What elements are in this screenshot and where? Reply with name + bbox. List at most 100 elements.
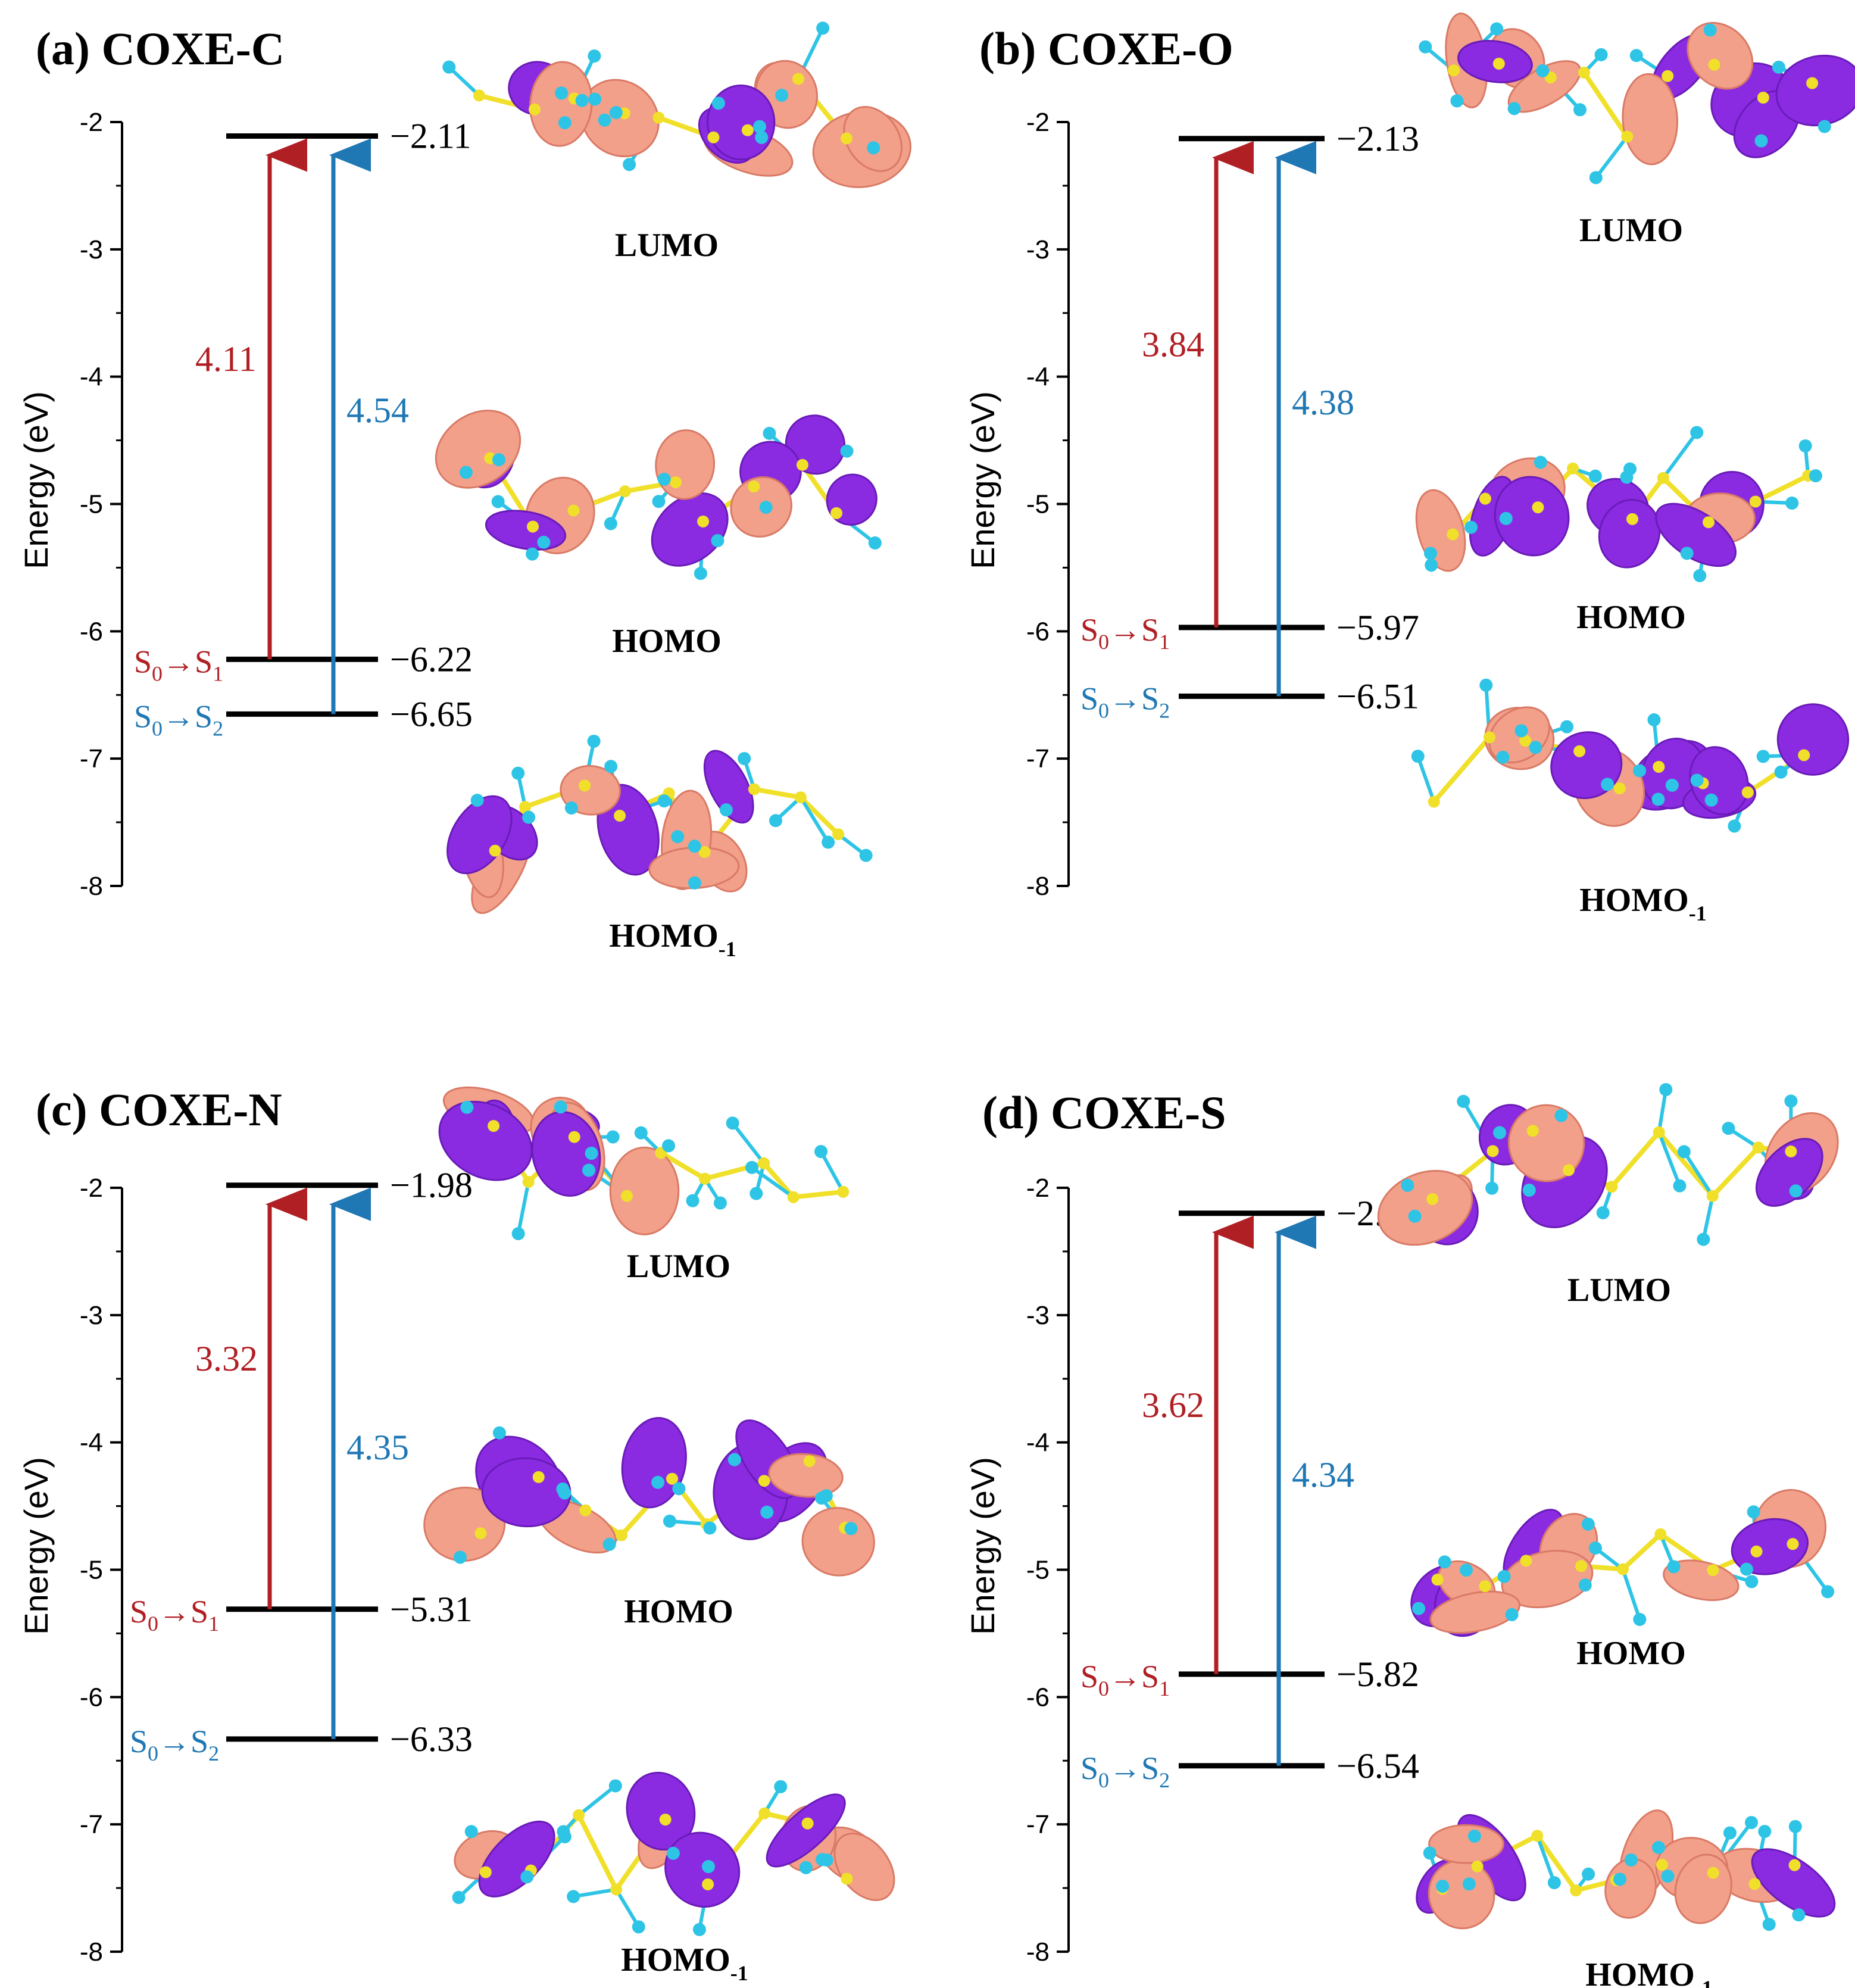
carbon-atom	[527, 520, 539, 533]
orbital-lobe	[621, 1416, 687, 1509]
carbon-atom	[1448, 64, 1460, 77]
excitation-energy-label: 3.32	[195, 1339, 258, 1378]
carbon-atom	[616, 1529, 628, 1541]
carbon-atom	[1428, 795, 1440, 808]
carbon-atom	[1617, 1563, 1629, 1575]
hydrogen-atom	[713, 1196, 727, 1210]
hydrogen-atom	[558, 116, 572, 130]
carbon-atom	[698, 845, 711, 858]
y-tick-label: -3	[1026, 235, 1050, 264]
y-tick-label: -2	[1026, 108, 1050, 137]
excitation-energy-label: 3.84	[1142, 324, 1204, 364]
carbon-atom	[1426, 1193, 1439, 1205]
hydrogen-atom	[719, 803, 733, 817]
hydrogen-atom	[727, 1453, 741, 1466]
orbital-lobe	[1622, 73, 1678, 166]
hydrogen-atom	[554, 1100, 567, 1114]
hydrogen-atom	[588, 92, 602, 106]
y-axis-label: Energy (eV)	[17, 1457, 55, 1635]
hydrogen-atom	[820, 1853, 833, 1867]
y-tick-label: -7	[80, 1810, 103, 1839]
carbon-atom	[1483, 731, 1495, 744]
panel-0: (a) COXE-C -2 -3 -4 -5 -6 -7 -8 Energy (eV) −2.11…	[17, 21, 911, 961]
orbital-lobe	[531, 1110, 601, 1197]
hydrogen-atom	[1588, 469, 1602, 483]
orbital-isosurface-image	[1411, 678, 1850, 833]
excitation-energy-label: 4.11	[195, 339, 257, 379]
hydrogen-atom	[1582, 1867, 1595, 1881]
carbon-atom	[1479, 1580, 1491, 1593]
hydrogen-atom	[1460, 1563, 1473, 1577]
hydrogen-atom	[1677, 1145, 1691, 1159]
panel-title: (c) COXE-N	[36, 1084, 282, 1135]
orbital-isosurface-image	[438, 1086, 850, 1241]
orbital-lobe	[1687, 21, 1754, 90]
carbon-atom	[1606, 1181, 1618, 1193]
orbital-isosurface-image	[442, 21, 911, 188]
energy-level-value: −5.31	[390, 1590, 473, 1629]
carbon-atom	[620, 1190, 633, 1202]
orbital-lobe	[801, 1507, 875, 1577]
carbon-atom	[1567, 462, 1579, 475]
orbital-lobe	[655, 429, 716, 500]
bond-line	[1621, 1532, 1663, 1571]
hydrogen-atom	[454, 1550, 467, 1564]
carbon-atom	[801, 1817, 814, 1830]
hydrogen-atom	[1756, 750, 1770, 763]
transition-label: S0→S2	[1080, 681, 1170, 722]
transition-label: S0→S2	[130, 1724, 219, 1765]
orbital-label: HOMO-1	[1579, 882, 1707, 925]
orbital-lobe	[1428, 1824, 1504, 1864]
hydrogen-atom	[759, 501, 773, 514]
carbon-atom	[567, 504, 580, 517]
hydrogen-atom	[775, 88, 789, 102]
hydrogen-atom	[1438, 1555, 1451, 1569]
orbital-lobe	[651, 492, 729, 567]
carbon-atom	[522, 1176, 535, 1188]
carbon-atom	[473, 89, 485, 102]
orbital-lobe	[1494, 476, 1570, 557]
orbital-lobe	[1377, 1169, 1473, 1246]
carbon-atom	[840, 132, 852, 145]
hydrogen-atom	[763, 426, 776, 440]
transition-label: S0→S1	[130, 1594, 219, 1636]
hydrogen-atom	[666, 1846, 680, 1860]
hydrogen-atom	[1673, 1179, 1687, 1193]
carbon-atom	[1492, 57, 1505, 70]
bond-line	[1662, 431, 1698, 479]
carbon-atom	[741, 124, 754, 136]
carbon-atom	[1707, 1867, 1719, 1879]
orbital-isosurface-image	[423, 1416, 875, 1577]
transition-label: S0→S1	[1080, 1659, 1170, 1700]
hydrogen-atom	[1652, 1841, 1666, 1855]
hydrogen-atom	[492, 1426, 506, 1440]
carbon-atom	[532, 1471, 545, 1483]
hydrogen-atom	[657, 794, 671, 808]
y-tick-label: -6	[1026, 617, 1050, 646]
y-tick-label: -8	[80, 872, 103, 901]
hydrogen-atom	[604, 760, 618, 773]
hydrogen-atom	[1693, 569, 1707, 582]
y-tick-label: -6	[80, 1683, 103, 1712]
hydrogen-atom	[442, 60, 456, 74]
orbital-lobe	[1776, 703, 1850, 776]
hydrogen-atom	[526, 547, 539, 561]
carbon-atom	[1654, 1528, 1667, 1540]
hydrogen-atom	[701, 1860, 715, 1874]
carbon-atom	[1431, 1574, 1444, 1586]
bond-line	[819, 1150, 845, 1193]
carbon-atom	[792, 73, 804, 85]
hydrogen-atom	[1651, 792, 1665, 806]
bond-line	[1701, 1196, 1715, 1240]
bond-line	[1416, 756, 1436, 803]
bond-line	[1535, 1835, 1556, 1884]
y-tick-label: -6	[80, 617, 103, 646]
bond-line	[576, 1814, 619, 1891]
hydrogen-atom	[555, 86, 569, 100]
carbon-atom	[794, 791, 807, 804]
hydrogen-atom	[652, 495, 666, 508]
orbital-isosurface-image	[435, 410, 882, 581]
hydrogen-atom	[867, 141, 880, 155]
hydrogen-atom	[1408, 1209, 1422, 1223]
hydrogen-atom	[1772, 60, 1785, 74]
